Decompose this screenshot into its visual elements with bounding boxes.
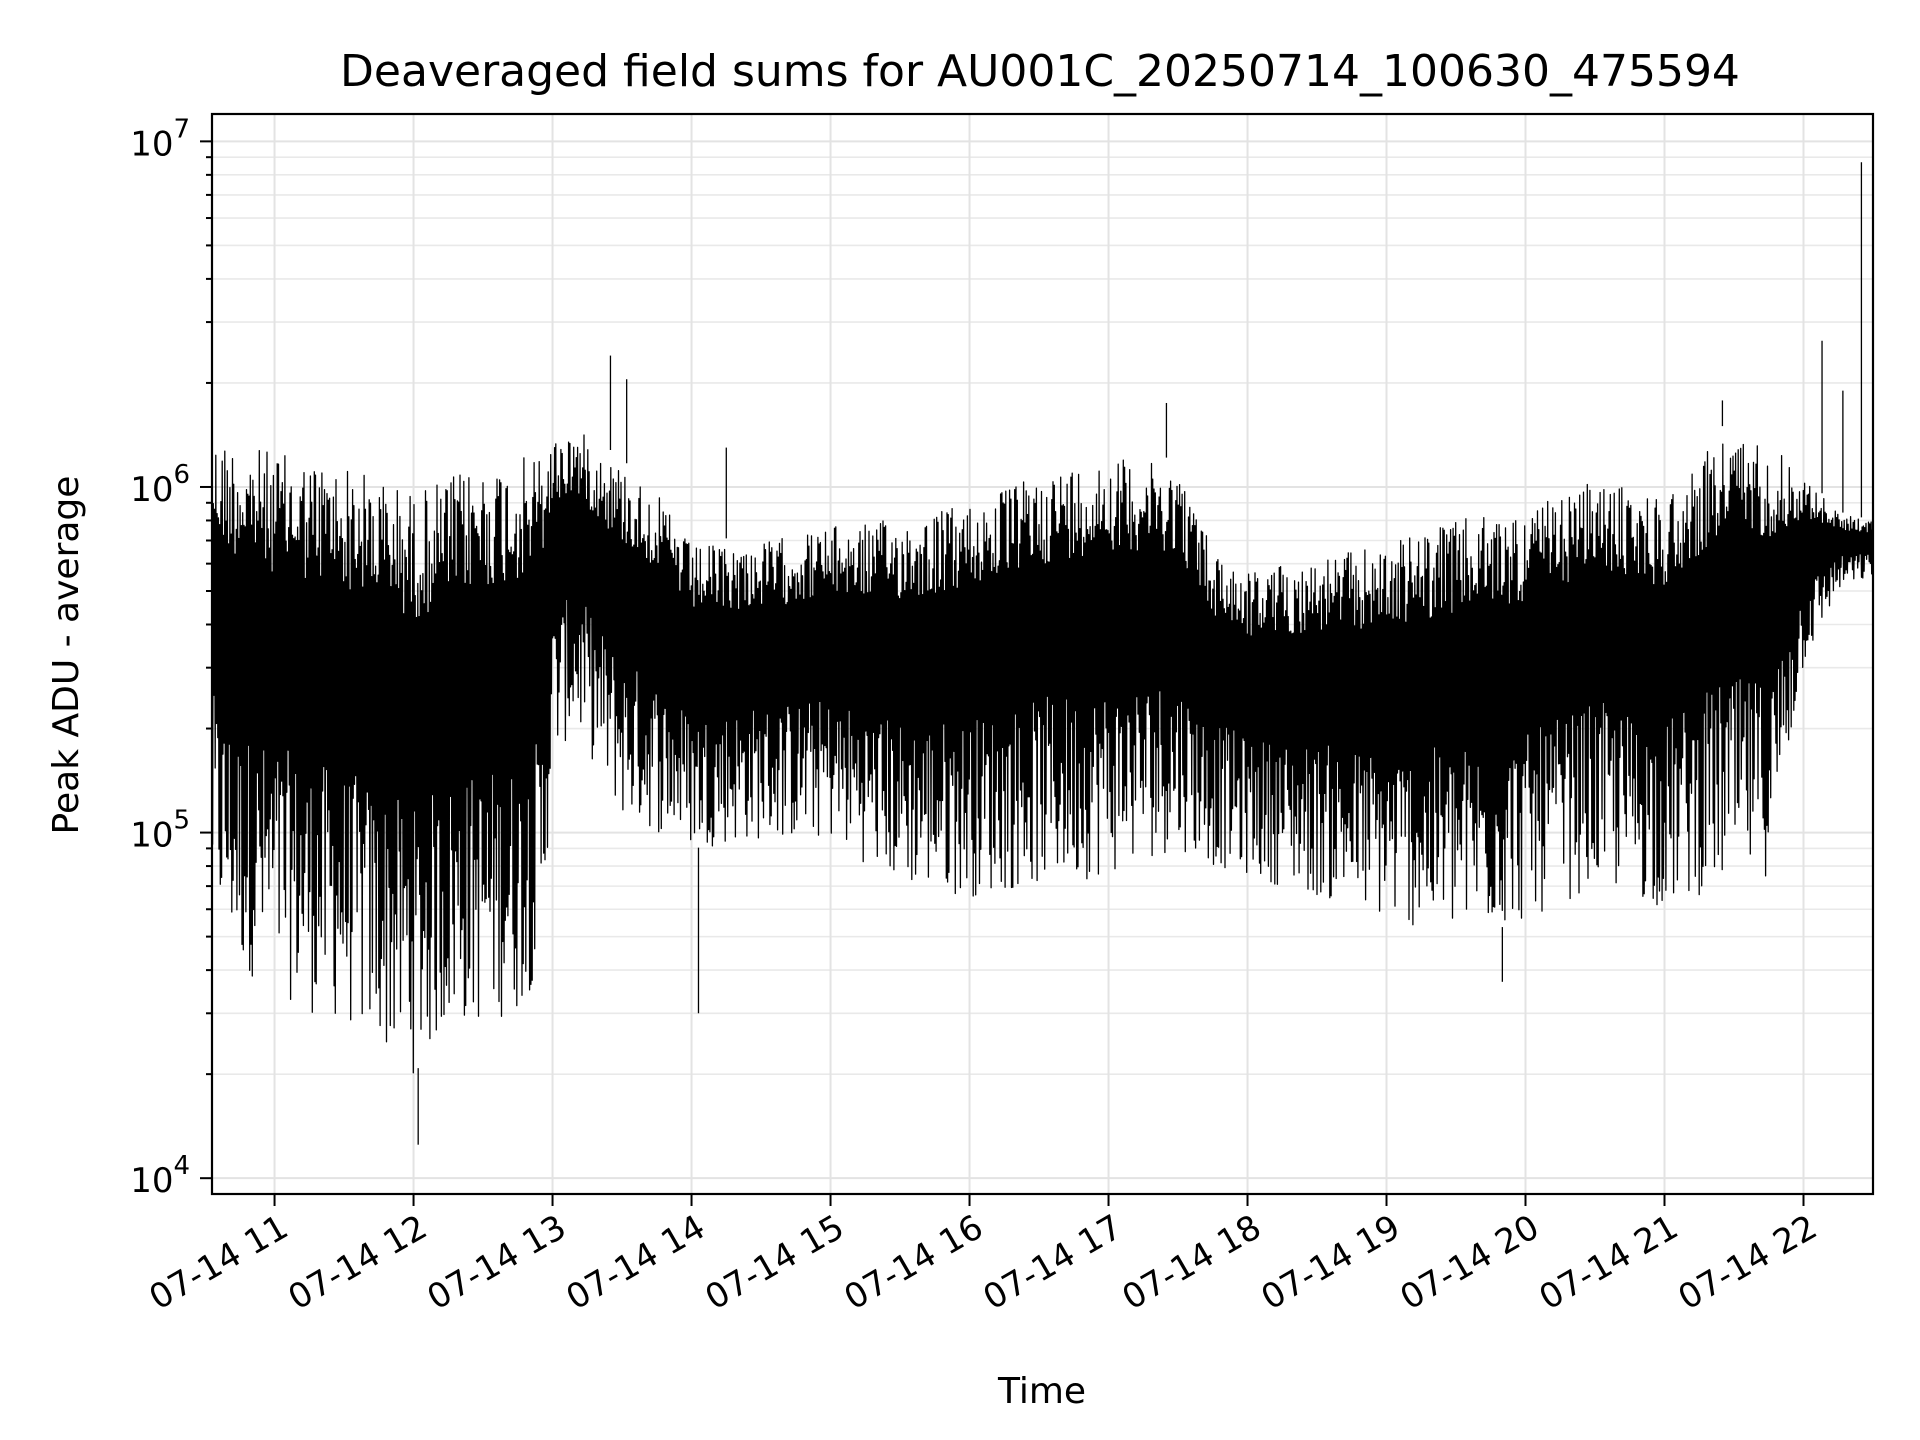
y-axis: 104 105 106 107 (130, 114, 212, 1201)
y-tick-label: 107 (130, 114, 190, 164)
y-tick-label: 104 (130, 1151, 190, 1201)
y-tick-label: 105 (130, 806, 190, 856)
y-axis-label: Peak ADU - average (46, 476, 87, 835)
x-axis-label: Time (997, 1371, 1086, 1412)
plot-frame (210, 112, 1875, 1196)
series-layer (211, 162, 1874, 1145)
series-line (211, 434, 1874, 1074)
y-tick-label: 106 (130, 460, 190, 510)
chart-title: Deaveraged field sums for AU001C_2025071… (340, 46, 1740, 97)
